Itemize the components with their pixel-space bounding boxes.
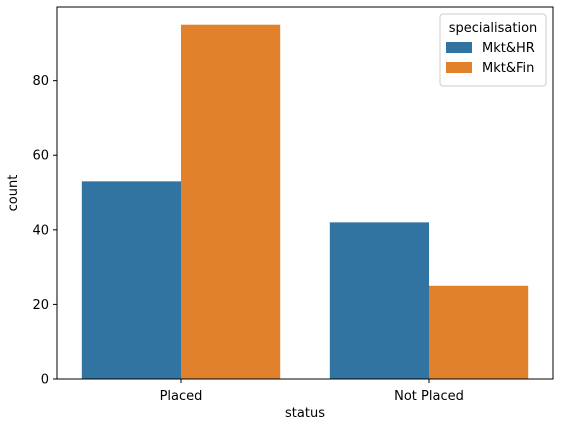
y-axis: 0 20 40 60 80: [32, 74, 57, 388]
y-tick-label: 20: [32, 298, 49, 313]
y-tick-label: 60: [32, 149, 49, 164]
bar-mkt-hr-not-placed: [329, 222, 429, 379]
legend-swatch: [446, 42, 472, 53]
legend: specialisation Mkt&HR Mkt&Fin: [439, 13, 547, 87]
x-axis: Placed Not Placed: [160, 379, 464, 404]
x-axis-label: status: [285, 406, 325, 421]
legend-items: Mkt&HR Mkt&Fin: [446, 41, 535, 76]
plot-frame: [56, 6, 554, 380]
bar-mkt-fin-placed: [181, 24, 281, 379]
bars-group: [81, 24, 529, 379]
legend-swatch: [446, 62, 472, 73]
x-tick-label: Not Placed: [394, 389, 464, 404]
bar-mkt-fin-not-placed: [429, 285, 529, 379]
y-tick-label: 40: [32, 223, 49, 238]
legend-label: Mkt&Fin: [482, 61, 534, 76]
y-tick-label: 80: [32, 74, 49, 89]
y-axis-label: count: [6, 175, 21, 212]
legend-label: Mkt&HR: [482, 41, 535, 56]
bar-mkt-hr-placed: [81, 181, 181, 379]
legend-title: specialisation: [449, 21, 538, 36]
x-tick-label: Placed: [160, 389, 203, 404]
y-tick-label: 0: [41, 373, 49, 388]
